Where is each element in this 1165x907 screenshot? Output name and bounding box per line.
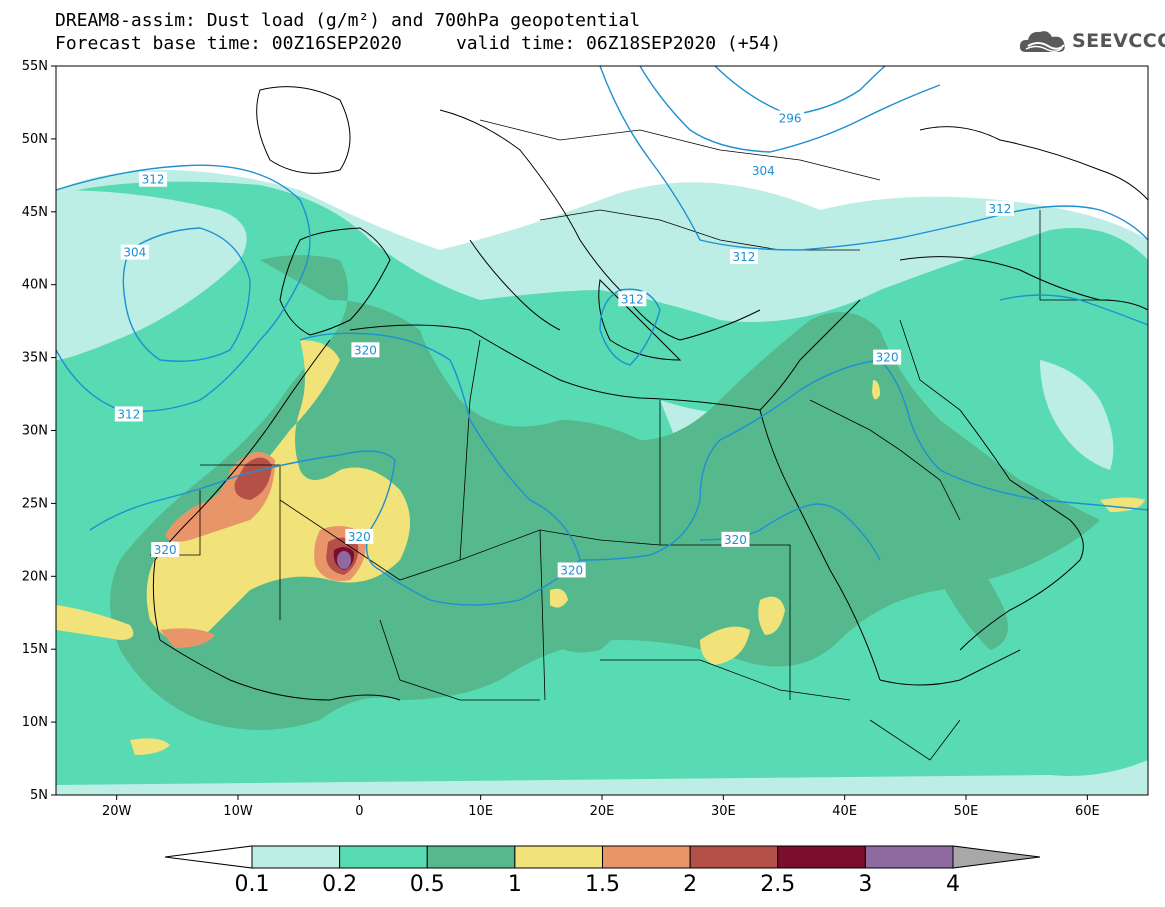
colorbar-swatch	[514, 845, 603, 869]
lat-label: 35N	[22, 351, 48, 366]
contour-label: 320	[151, 542, 180, 558]
colorbar-label: 3	[858, 872, 872, 897]
longitude-labels: 20W 10W 0 10E 20E 30E 40E 50E 60E	[102, 795, 1100, 819]
colorbar-label: 1	[508, 872, 522, 897]
contour-label: 296	[776, 110, 805, 126]
lat-label: 20N	[22, 569, 48, 584]
svg-text:312: 312	[989, 202, 1012, 216]
colorbar-swatch	[251, 845, 341, 869]
seevccc-logo: SEEVCCC	[1018, 24, 1165, 58]
colorbar-label: 4	[946, 872, 960, 897]
colorbar-label: 2.5	[760, 872, 795, 897]
latitude-labels: 55N 50N 45N 40N 35N 30N 25N 20N 15N 10N 5N	[22, 59, 56, 803]
lat-label: 50N	[22, 132, 48, 147]
colorbar-low-arrow	[164, 845, 253, 869]
lon-label: 10E	[468, 804, 493, 819]
lon-label: 30E	[711, 804, 736, 819]
svg-text:320: 320	[348, 530, 371, 544]
lat-label: 30N	[22, 424, 48, 439]
contour-label: 312	[114, 406, 143, 422]
contour-labels: 312 304 312 320 320 320 320 320 320 312 312 304 296 3…	[114, 110, 1014, 578]
lat-label: 40N	[22, 278, 48, 293]
svg-text:304: 304	[752, 164, 775, 178]
lat-label: 5N	[30, 788, 48, 803]
contour-label: 312	[618, 291, 647, 307]
lon-label: 50E	[954, 804, 979, 819]
svg-text:304: 304	[123, 246, 146, 260]
colorbar-label: 0.5	[410, 872, 445, 897]
svg-text:296: 296	[779, 111, 802, 125]
svg-text:320: 320	[354, 343, 377, 357]
lon-label: 60E	[1075, 804, 1100, 819]
contour-label: 320	[721, 531, 750, 547]
colorbar-label: 1.5	[585, 872, 620, 897]
lon-label: 10W	[223, 804, 253, 819]
lat-label: 55N	[22, 59, 48, 74]
logo-text: SEEVCCC	[1072, 30, 1165, 52]
colorbar-swatch	[602, 845, 691, 869]
contour-label: 320	[345, 528, 374, 544]
svg-text:320: 320	[560, 563, 583, 577]
lat-label: 45N	[22, 205, 48, 220]
map-title-line2: Forecast base time: 00Z16SEP2020 valid t…	[55, 33, 782, 54]
svg-text:320: 320	[724, 533, 747, 547]
contour-label: 320	[873, 349, 902, 365]
colorbar-swatch	[689, 845, 779, 869]
cloud-icon	[1019, 31, 1065, 52]
colorbar-label: 2	[683, 872, 697, 897]
lat-label: 25N	[22, 496, 48, 511]
lon-label: 0	[355, 804, 363, 819]
colorbar-swatch	[864, 845, 954, 869]
colorbar-swatch	[339, 845, 428, 869]
map-title-line1: DREAM8-assim: Dust load (g/m²) and 700hP…	[55, 10, 641, 31]
svg-text:312: 312	[733, 250, 756, 264]
colorbar-swatch	[426, 845, 516, 869]
coastlines	[152, 86, 1148, 701]
lat-label: 10N	[22, 715, 48, 730]
svg-text:312: 312	[142, 173, 165, 187]
svg-text:312: 312	[621, 292, 644, 306]
colorbar-high-arrow	[952, 845, 1041, 869]
lon-label: 20E	[590, 804, 615, 819]
contour-label: 312	[985, 200, 1014, 216]
contour-label: 312	[139, 171, 168, 187]
svg-text:312: 312	[117, 407, 140, 421]
colorbar-swatch	[777, 845, 866, 869]
lat-label: 15N	[22, 642, 48, 657]
contour-label: 320	[351, 342, 380, 358]
contour-label: 304	[749, 162, 778, 178]
lon-label: 20W	[102, 804, 132, 819]
contour-label: 304	[120, 244, 149, 260]
colorbar-label: 0.1	[235, 872, 270, 897]
map-area: 312 304 312 320 320 320 320 320 320 312 312 304 296 3…	[56, 66, 1148, 795]
svg-text:320: 320	[154, 543, 177, 557]
lon-label: 40E	[832, 804, 857, 819]
dust-band-3	[337, 551, 351, 569]
colorbar-label: 0.2	[322, 872, 357, 897]
contour-label: 320	[557, 562, 586, 578]
colorbar: 0.1 0.2 0.5 1 1.5 2 2.5 3 4	[164, 845, 1041, 897]
contour-label: 312	[729, 248, 758, 264]
svg-text:320: 320	[876, 351, 899, 365]
